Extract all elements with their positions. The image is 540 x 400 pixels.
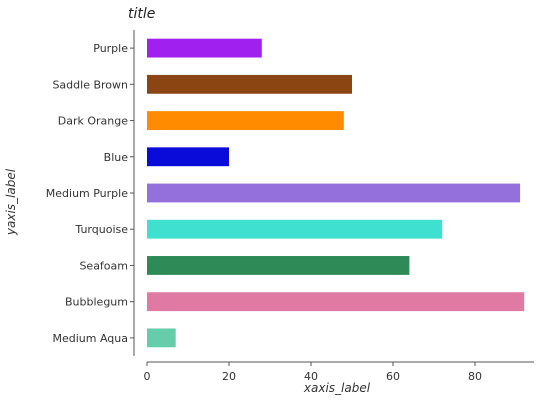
y-tick-label: Dark Orange — [58, 115, 128, 128]
bar-saddle-brown — [147, 74, 352, 94]
bar-bubblegum — [147, 292, 525, 312]
x-axis: 0 20 40 60 80 — [144, 361, 534, 383]
bar-blue — [147, 147, 229, 167]
x-tick-label: 20 — [222, 370, 236, 383]
y-tick-label: Medium Purple — [46, 187, 128, 200]
chart-title: title — [128, 6, 155, 22]
y-tick-label: Turquoise — [74, 223, 128, 236]
x-tick-label: 60 — [386, 370, 400, 383]
y-tick-label: Blue — [104, 151, 129, 164]
bars-group — [147, 38, 525, 348]
bar-medium-aqua — [147, 328, 176, 348]
x-tick-label: 0 — [144, 370, 151, 383]
y-tick-label: Purple — [93, 42, 128, 55]
x-axis-title: xaxis_label — [303, 381, 371, 395]
bar-medium-purple — [147, 183, 521, 203]
x-tick-label: 40 — [304, 370, 318, 383]
y-tick-label: Bubblegum — [65, 296, 128, 309]
y-axis-title: yaxis_label — [4, 168, 18, 236]
bar-seafoam — [147, 256, 410, 275]
bar-dark-orange — [147, 111, 344, 130]
y-axis: Medium Aqua Bubblegum Seafoam Turquoise Medi… — [46, 30, 135, 356]
y-tick-label: Saddle Brown — [52, 78, 128, 91]
x-tick-label: 80 — [468, 370, 482, 383]
bar-turquoise — [147, 219, 443, 239]
y-tick-label: Seafoam — [79, 259, 128, 272]
y-tick-label: Medium Aqua — [52, 332, 128, 345]
bar-purple — [147, 38, 262, 58]
